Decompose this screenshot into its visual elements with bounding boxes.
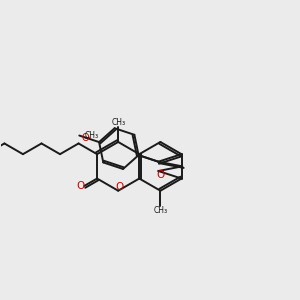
Text: CH₃: CH₃ xyxy=(153,206,167,215)
Text: O: O xyxy=(116,182,124,192)
Text: O: O xyxy=(76,181,85,191)
Text: CH₃: CH₃ xyxy=(111,118,125,127)
Text: CH₃: CH₃ xyxy=(85,131,99,140)
Text: O: O xyxy=(82,133,89,142)
Text: O: O xyxy=(157,169,165,180)
